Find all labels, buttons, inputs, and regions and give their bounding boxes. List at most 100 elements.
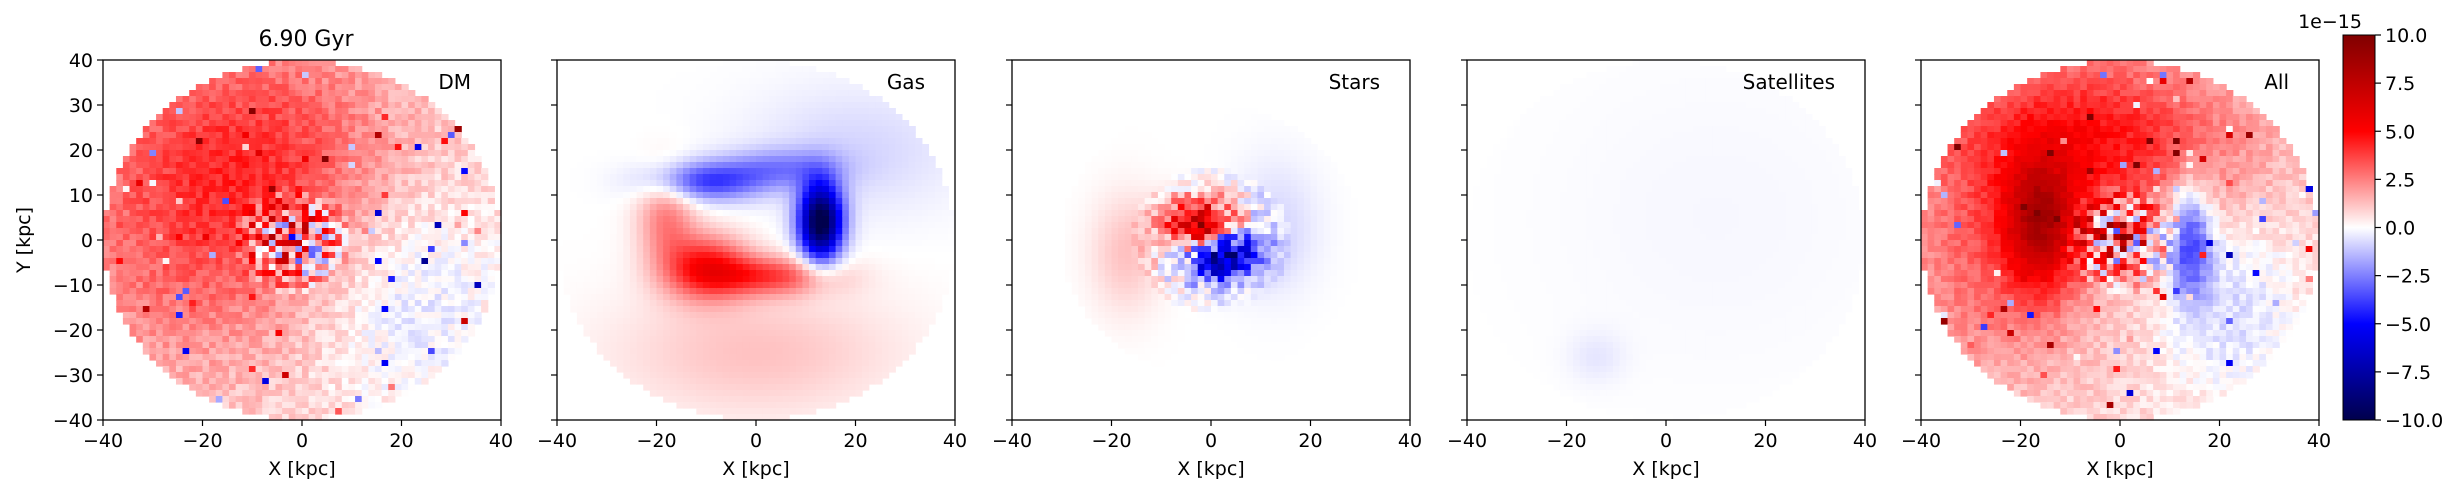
heatmap-cell	[669, 318, 677, 325]
heatmap-cell	[195, 282, 204, 289]
heatmap-cell	[421, 258, 429, 265]
heatmap-cell	[434, 114, 442, 121]
heatmap-cell	[348, 108, 356, 115]
heatmap-cell	[215, 150, 223, 157]
heatmap-cell	[262, 114, 270, 121]
heatmap-cell	[789, 306, 797, 313]
heatmap-cell	[169, 354, 177, 361]
heatmap-cell	[775, 180, 784, 187]
heatmap-cell	[255, 288, 263, 295]
heatmap-cell	[288, 174, 296, 181]
heatmap-cell	[828, 138, 837, 145]
heatmap-cell	[822, 234, 830, 241]
heatmap-cell	[590, 336, 598, 343]
heatmap-cell	[381, 324, 389, 331]
heatmap-cell	[368, 270, 376, 277]
heatmap-cell	[109, 216, 117, 223]
heatmap-cell	[775, 378, 784, 385]
heatmap-cell	[295, 198, 303, 205]
heatmap-cell	[122, 156, 131, 163]
heatmap-cell	[335, 240, 343, 247]
heatmap-cell	[649, 378, 658, 385]
heatmap-cell	[109, 276, 117, 283]
heatmap-cell	[596, 336, 605, 343]
heatmap-cell	[795, 84, 804, 91]
heatmap-cell	[341, 108, 350, 115]
heatmap-cell	[341, 138, 350, 145]
heatmap-cell	[421, 216, 429, 223]
heatmap-cell	[308, 150, 316, 157]
heatmap-cell	[328, 138, 336, 145]
heatmap-cell	[756, 384, 764, 391]
heatmap-cell	[308, 78, 316, 85]
heatmap-cell	[461, 324, 469, 331]
heatmap-cell	[374, 210, 383, 217]
heatmap-cell	[782, 390, 790, 397]
heatmap-cell	[202, 228, 210, 235]
heatmap-cell	[696, 132, 704, 139]
heatmap-cell	[643, 372, 651, 379]
heatmap-cell	[255, 198, 263, 205]
heatmap-cell	[308, 336, 316, 343]
heatmap-cell	[795, 96, 804, 103]
heatmap-cell	[195, 84, 204, 91]
heatmap-cell	[328, 354, 336, 361]
heatmap-cell	[769, 72, 777, 79]
heatmap-cell	[596, 234, 605, 241]
heatmap-cell	[302, 402, 310, 409]
heatmap-cell	[590, 156, 598, 163]
heatmap-cell	[636, 258, 644, 265]
heatmap-cell	[381, 294, 389, 301]
heatmap-cell	[828, 354, 837, 361]
heatmap-cell	[414, 222, 422, 229]
heatmap-cell	[374, 126, 383, 133]
heatmap-cell	[815, 78, 823, 85]
heatmap-cell	[335, 402, 343, 409]
heatmap-cell	[195, 372, 204, 379]
heatmap-cell	[142, 342, 151, 349]
heatmap-cell	[434, 180, 442, 187]
heatmap-cell	[722, 246, 731, 253]
heatmap-cell	[649, 330, 658, 337]
heatmap-cell	[222, 372, 230, 379]
heatmap-cell	[248, 198, 257, 205]
heatmap-cell	[663, 360, 671, 367]
heatmap-cell	[361, 258, 369, 265]
heatmap-cell	[802, 390, 810, 397]
heatmap-cell	[722, 138, 731, 145]
heatmap-cell	[189, 288, 197, 295]
heatmap-cell	[348, 216, 356, 223]
heatmap-cell	[441, 246, 449, 253]
heatmap-cell	[414, 96, 422, 103]
heatmap-cell	[255, 84, 263, 91]
heatmap-cell	[709, 90, 717, 97]
heatmap-cell	[722, 372, 731, 379]
heatmap-cell	[769, 96, 777, 103]
heatmap-cell	[663, 366, 671, 373]
heatmap-cell	[802, 78, 810, 85]
heatmap-cell	[663, 384, 671, 391]
heatmap-cell	[355, 102, 363, 109]
heatmap-cell	[149, 294, 157, 301]
heatmap-cell	[361, 222, 369, 229]
heatmap-cell	[428, 318, 436, 325]
heatmap-cell	[709, 216, 717, 223]
heatmap-cell	[616, 186, 624, 193]
heatmap-cell	[716, 72, 724, 79]
heatmap-cell	[722, 102, 731, 109]
heatmap-cell	[789, 186, 797, 193]
heatmap-cell	[215, 366, 223, 373]
heatmap-cell	[368, 396, 376, 403]
heatmap-cell	[603, 282, 611, 289]
heatmap-cell	[209, 90, 217, 97]
heatmap-cell	[795, 390, 804, 397]
heatmap-cell	[441, 282, 449, 289]
heatmap-cell	[576, 168, 585, 175]
heatmap-cell	[683, 192, 691, 199]
heatmap-cell	[374, 78, 383, 85]
heatmap-cell	[302, 366, 310, 373]
heatmap-cell	[590, 300, 598, 307]
heatmap-cell	[195, 168, 204, 175]
heatmap-cell	[321, 66, 330, 73]
heatmap-cell	[262, 192, 270, 199]
